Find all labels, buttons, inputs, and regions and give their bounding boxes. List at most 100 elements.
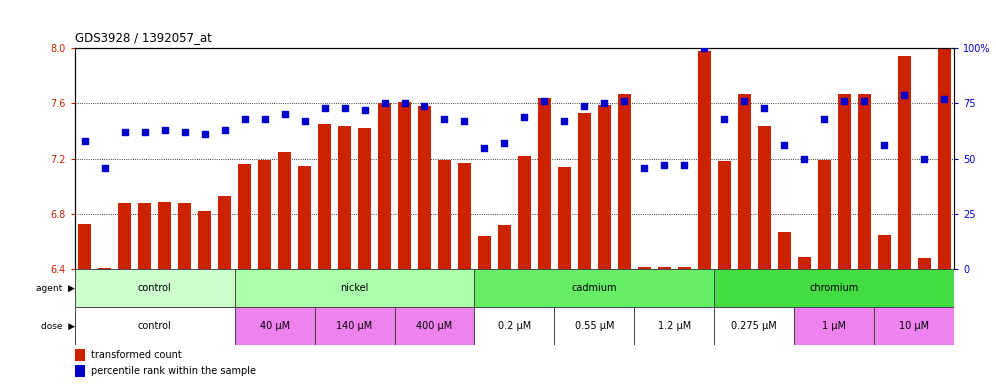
Bar: [778, 232, 791, 270]
Point: [297, 118, 313, 124]
Text: GDS3928 / 1392057_at: GDS3928 / 1392057_at: [75, 31, 211, 44]
Point: [837, 98, 853, 104]
Bar: [138, 203, 151, 270]
Bar: [478, 236, 491, 270]
Text: 400 μM: 400 μM: [416, 321, 452, 331]
Bar: [818, 160, 831, 270]
Bar: [99, 268, 112, 270]
Point: [597, 100, 613, 106]
Point: [196, 131, 212, 137]
Bar: [278, 152, 291, 270]
Point: [716, 116, 732, 122]
Bar: [555, 308, 634, 345]
Bar: [75, 364, 86, 377]
Text: 140 μM: 140 μM: [337, 321, 373, 331]
Point: [476, 145, 492, 151]
Bar: [498, 225, 511, 270]
Point: [617, 98, 632, 104]
Bar: [258, 160, 271, 270]
Bar: [718, 162, 731, 270]
Bar: [578, 113, 591, 270]
Bar: [358, 128, 372, 270]
Text: percentile rank within the sample: percentile rank within the sample: [91, 366, 256, 376]
Point: [557, 118, 573, 124]
Point: [156, 127, 172, 133]
Point: [176, 129, 192, 135]
Bar: [218, 196, 231, 270]
Point: [756, 105, 772, 111]
Point: [136, 129, 152, 135]
Text: 40 μM: 40 μM: [260, 321, 290, 331]
Bar: [238, 164, 251, 270]
Point: [456, 118, 472, 124]
Text: control: control: [137, 283, 171, 293]
Bar: [937, 45, 950, 270]
Bar: [398, 102, 411, 270]
Bar: [877, 235, 890, 270]
Point: [317, 105, 333, 111]
Point: [496, 140, 512, 146]
Bar: [838, 94, 851, 270]
Bar: [698, 51, 711, 270]
Point: [517, 114, 533, 120]
Point: [857, 98, 872, 104]
Point: [736, 98, 752, 104]
Text: 0.55 μM: 0.55 μM: [575, 321, 615, 331]
Point: [577, 103, 593, 109]
Bar: [858, 94, 871, 270]
Point: [237, 116, 253, 122]
Bar: [874, 308, 954, 345]
Point: [636, 164, 652, 170]
Point: [337, 105, 353, 111]
Bar: [298, 166, 311, 270]
Bar: [438, 160, 451, 270]
Bar: [714, 308, 794, 345]
Bar: [458, 163, 471, 270]
Text: control: control: [137, 321, 171, 331]
Point: [217, 127, 233, 133]
Point: [416, 103, 432, 109]
Bar: [518, 156, 531, 270]
Bar: [618, 94, 630, 270]
Text: agent  ▶: agent ▶: [36, 284, 75, 293]
Point: [656, 162, 672, 169]
Bar: [75, 308, 235, 345]
Point: [796, 156, 812, 162]
Bar: [474, 308, 555, 345]
Point: [817, 116, 833, 122]
Text: 1 μM: 1 μM: [823, 321, 847, 331]
Bar: [315, 308, 394, 345]
Point: [436, 116, 452, 122]
Bar: [678, 266, 691, 270]
Point: [77, 138, 93, 144]
Bar: [538, 98, 551, 270]
Bar: [714, 270, 954, 308]
Bar: [378, 103, 391, 270]
Point: [376, 100, 392, 106]
Bar: [794, 308, 874, 345]
Text: 10 μM: 10 μM: [899, 321, 929, 331]
Point: [97, 164, 113, 170]
Bar: [235, 270, 474, 308]
Bar: [558, 167, 571, 270]
Text: chromium: chromium: [810, 283, 859, 293]
Bar: [738, 94, 751, 270]
Text: cadmium: cadmium: [572, 283, 618, 293]
Point: [676, 162, 692, 169]
Text: dose  ▶: dose ▶: [41, 322, 75, 331]
Bar: [917, 258, 930, 270]
Bar: [75, 349, 86, 361]
Bar: [235, 308, 315, 345]
Point: [876, 142, 892, 149]
Point: [357, 107, 373, 113]
Bar: [598, 105, 611, 270]
Point: [537, 98, 553, 104]
Point: [117, 129, 132, 135]
Bar: [338, 126, 351, 270]
Text: transformed count: transformed count: [91, 350, 181, 360]
Point: [776, 142, 792, 149]
Point: [916, 156, 932, 162]
Bar: [474, 270, 714, 308]
Text: 1.2 μM: 1.2 μM: [657, 321, 691, 331]
Text: 0.275 μM: 0.275 μM: [731, 321, 777, 331]
